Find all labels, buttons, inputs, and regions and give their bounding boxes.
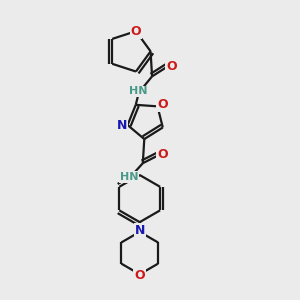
Text: O: O xyxy=(167,60,177,73)
Text: N: N xyxy=(117,118,128,131)
Text: O: O xyxy=(130,25,141,38)
Text: O: O xyxy=(158,98,168,111)
Text: N: N xyxy=(134,224,145,237)
Text: O: O xyxy=(157,148,168,161)
Text: HN: HN xyxy=(120,172,138,182)
Text: HN: HN xyxy=(129,86,148,96)
Text: O: O xyxy=(134,269,145,282)
